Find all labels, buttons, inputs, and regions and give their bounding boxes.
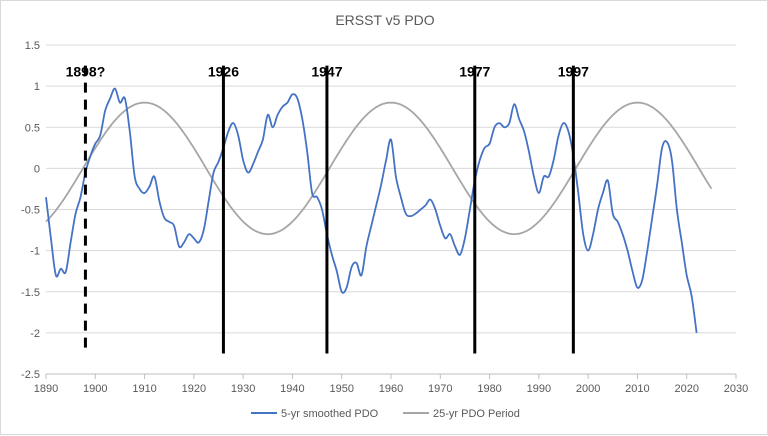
y-tick-label: -1.5 [21,287,40,299]
event-label-1926: 1926 [208,63,239,79]
x-tick-label: 1990 [527,383,551,395]
y-tick-label: 0 [34,163,40,175]
y-tick-label: -2.5 [21,369,40,381]
x-tick-label: 1900 [83,383,107,395]
axes: -2.5 -2 -1.5 -1 -0.5 0 0.5 1 1.5 1890 1900 1910 1920… [21,40,748,395]
y-tick-label: -2 [30,328,40,340]
y-tick-label: 0.5 [25,122,40,134]
event-markers: 1898? 1926 1947 1977 1997 [66,63,589,354]
chart-title: ERSST v5 PDO [335,12,434,28]
event-label-1898: 1898? [66,63,106,79]
x-tick-label: 1910 [132,383,156,395]
legend-label-5yr: 5-yr smoothed PDO [281,408,379,420]
gridlines [46,44,736,375]
legend-label-25yr: 25-yr PDO Period [433,408,520,420]
x-tick-label: 2030 [724,383,748,395]
x-tick-label: 2020 [674,383,698,395]
event-label-1997: 1997 [558,63,589,79]
x-tick-label: 1890 [34,383,58,395]
x-tick-label: 1970 [428,383,452,395]
y-tick-label: -1 [30,246,40,258]
x-tick-label: 1980 [477,383,501,395]
x-tick-label: 1930 [231,383,255,395]
y-tick-label: 1.5 [25,40,40,52]
legend: 5-yr smoothed PDO 25-yr PDO Period [251,408,520,420]
x-tick-label: 2000 [576,383,600,395]
series-line-5yr-smoothed [45,87,698,334]
x-tick-label: 1940 [280,383,304,395]
x-tick-label: 2010 [625,383,649,395]
y-tick-label: 1 [34,81,40,93]
x-tick-label: 1950 [329,383,353,395]
y-tick-label: -0.5 [21,205,40,217]
x-tick-label: 1960 [379,383,403,395]
event-label-1947: 1947 [311,63,342,79]
series-line-25yr-period [45,101,713,236]
x-tick-label: 1920 [182,383,206,395]
event-label-1977: 1977 [459,63,490,79]
series-lines [45,87,713,334]
